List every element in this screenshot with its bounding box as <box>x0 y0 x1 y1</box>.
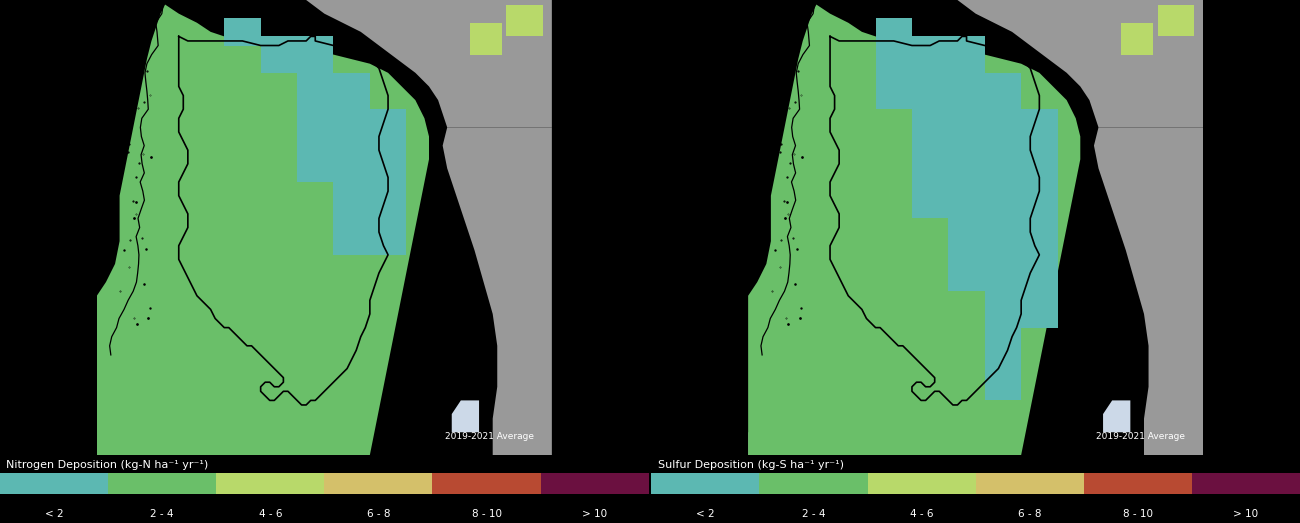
Polygon shape <box>957 0 1204 128</box>
Text: 2019-2021 Average: 2019-2021 Average <box>445 433 534 441</box>
Bar <box>325 473 433 494</box>
Bar <box>471 22 502 54</box>
Bar <box>1192 473 1300 494</box>
Bar <box>224 18 260 46</box>
Bar <box>216 473 325 494</box>
Bar <box>541 473 649 494</box>
Bar <box>875 18 911 46</box>
Text: > 10: > 10 <box>1234 509 1258 519</box>
Bar <box>985 145 1022 182</box>
Bar <box>875 73 911 109</box>
Bar <box>433 473 541 494</box>
Bar <box>0 473 108 494</box>
Bar <box>651 473 759 494</box>
Bar <box>334 145 370 182</box>
Polygon shape <box>1104 401 1131 432</box>
Bar <box>948 145 985 182</box>
Bar <box>911 109 948 145</box>
Bar <box>948 219 985 255</box>
Bar <box>985 219 1022 255</box>
Text: 8 - 10: 8 - 10 <box>472 509 502 519</box>
Bar <box>334 219 370 255</box>
Bar <box>1022 255 1058 291</box>
Bar <box>507 5 543 37</box>
Bar <box>370 182 407 219</box>
Bar <box>948 255 985 291</box>
Bar <box>1022 109 1058 145</box>
Bar <box>985 291 1022 327</box>
Bar <box>296 73 334 109</box>
Bar <box>985 73 1022 109</box>
Bar <box>985 255 1022 291</box>
Bar <box>1158 5 1195 37</box>
Bar <box>370 145 407 182</box>
Text: 2 - 4: 2 - 4 <box>151 509 174 519</box>
Bar <box>911 145 948 182</box>
Text: < 2: < 2 <box>696 509 715 519</box>
Bar <box>108 473 216 494</box>
Bar <box>334 182 370 219</box>
Polygon shape <box>443 128 552 455</box>
Bar <box>948 109 985 145</box>
Text: < 2: < 2 <box>44 509 64 519</box>
Text: 2 - 4: 2 - 4 <box>802 509 826 519</box>
Bar <box>370 219 407 255</box>
Polygon shape <box>452 401 480 432</box>
Text: > 10: > 10 <box>582 509 607 519</box>
Bar <box>867 473 975 494</box>
Bar <box>985 182 1022 219</box>
Bar <box>759 473 867 494</box>
Text: 8 - 10: 8 - 10 <box>1123 509 1153 519</box>
Polygon shape <box>747 5 1080 455</box>
Bar <box>1084 473 1192 494</box>
Bar <box>985 109 1022 145</box>
Polygon shape <box>1095 128 1204 455</box>
Bar <box>260 37 296 73</box>
Bar <box>296 145 334 182</box>
Bar <box>985 327 1022 364</box>
Text: Nitrogen Deposition (kg-N ha⁻¹ yr⁻¹): Nitrogen Deposition (kg-N ha⁻¹ yr⁻¹) <box>6 460 209 471</box>
Bar <box>334 73 370 109</box>
Bar <box>985 364 1022 401</box>
Bar <box>1022 182 1058 219</box>
Bar <box>948 37 985 73</box>
Bar <box>1022 145 1058 182</box>
Bar <box>296 109 334 145</box>
Bar <box>334 109 370 145</box>
Bar <box>1022 291 1058 327</box>
Text: 4 - 6: 4 - 6 <box>259 509 282 519</box>
Bar <box>1122 22 1153 54</box>
Text: 6 - 8: 6 - 8 <box>367 509 390 519</box>
Text: Sulfur Deposition (kg-S ha⁻¹ yr⁻¹): Sulfur Deposition (kg-S ha⁻¹ yr⁻¹) <box>658 460 844 471</box>
Polygon shape <box>96 432 133 455</box>
Bar <box>1022 219 1058 255</box>
Bar <box>370 109 407 145</box>
Polygon shape <box>96 5 429 455</box>
Bar <box>948 182 985 219</box>
Text: 2019-2021 Average: 2019-2021 Average <box>1096 433 1186 441</box>
Bar <box>296 37 334 73</box>
Polygon shape <box>747 432 784 455</box>
Bar <box>975 473 1084 494</box>
Bar <box>911 37 948 73</box>
Text: 4 - 6: 4 - 6 <box>910 509 933 519</box>
Bar <box>911 182 948 219</box>
Polygon shape <box>306 0 552 128</box>
Bar <box>875 37 911 73</box>
Text: 6 - 8: 6 - 8 <box>1018 509 1041 519</box>
Bar <box>911 73 948 109</box>
Bar <box>948 73 985 109</box>
